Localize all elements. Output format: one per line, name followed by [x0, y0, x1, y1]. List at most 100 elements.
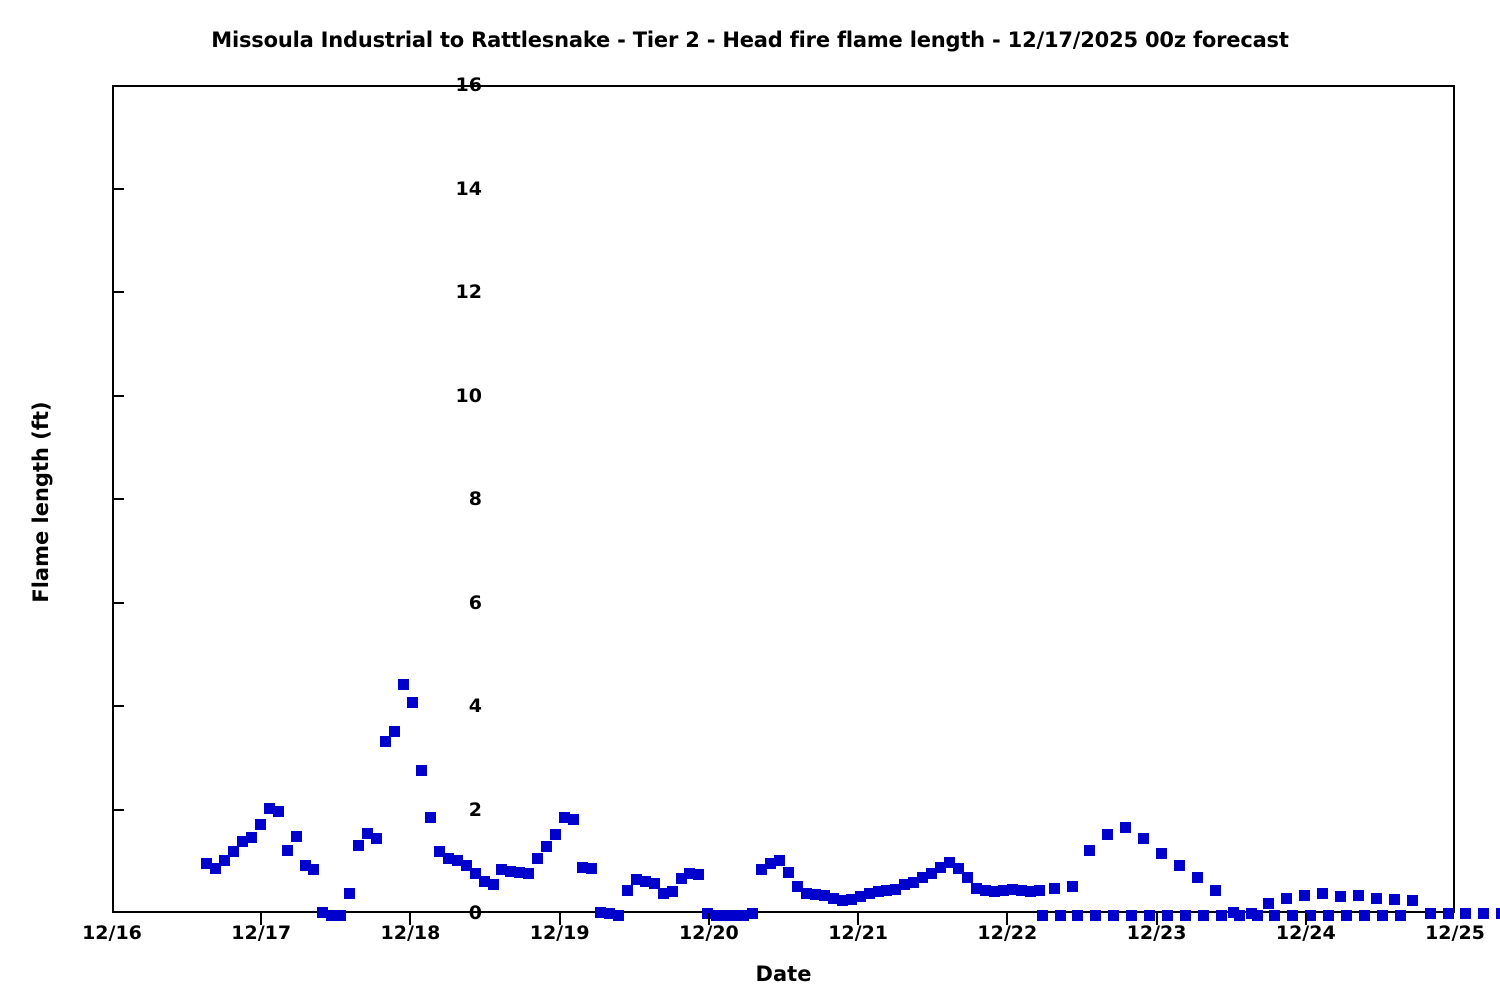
y-tick-mark: [112, 808, 124, 811]
data-point: [971, 882, 982, 894]
data-point: [550, 829, 562, 841]
x-tick-label: 12/20: [678, 922, 739, 944]
data-point: [460, 860, 472, 872]
data-point: [371, 832, 383, 844]
data-point: [917, 872, 929, 884]
data-point: [559, 812, 571, 824]
data-point: [944, 856, 956, 868]
data-point: [621, 884, 633, 896]
data-point: [1048, 882, 1060, 894]
data-point: [1066, 881, 1078, 893]
data-point: [684, 868, 696, 880]
data-point: [424, 812, 436, 824]
data-point: [1179, 909, 1191, 921]
data-point: [1394, 909, 1406, 921]
data-point: [612, 909, 624, 921]
data-point: [1191, 872, 1203, 884]
y-tick-label: 4: [468, 695, 482, 717]
data-point: [532, 852, 544, 864]
data-point: [988, 886, 1000, 898]
data-point: [308, 863, 320, 875]
data-point: [836, 895, 848, 906]
y-tick-label: 16: [455, 74, 482, 96]
data-point: [1162, 909, 1173, 921]
y-tick-mark: [112, 394, 124, 397]
data-point: [1305, 909, 1317, 921]
data-point: [236, 836, 248, 847]
x-tick-label: 12/21: [828, 922, 889, 944]
data-point: [272, 806, 284, 817]
data-point: [997, 884, 1009, 896]
data-point: [1251, 909, 1263, 921]
data-point: [1156, 848, 1168, 860]
plot-area: [112, 85, 1500, 921]
data-point: [1388, 893, 1400, 905]
data-point: [1460, 908, 1472, 920]
data-point: [344, 887, 356, 899]
y-tick-label: 10: [455, 384, 482, 407]
data-point: [765, 857, 777, 869]
data-point: [818, 889, 830, 901]
data-point: [791, 881, 803, 893]
data-point: [809, 888, 821, 900]
data-point: [586, 862, 597, 874]
y-tick-label: 8: [468, 488, 482, 510]
data-point: [630, 874, 642, 886]
data-point: [899, 879, 911, 891]
data-point: [290, 830, 302, 842]
data-point: [523, 868, 535, 880]
data-point: [1144, 909, 1156, 921]
data-point: [389, 725, 401, 737]
data-point: [872, 886, 884, 898]
data-point: [908, 877, 920, 889]
data-point: [496, 863, 508, 875]
x-tick-mark: [260, 913, 263, 925]
y-tick-mark: [112, 187, 124, 190]
data-point: [1269, 909, 1281, 921]
x-tick-mark: [1006, 913, 1009, 925]
data-point: [827, 892, 839, 904]
scatter-points-layer: [114, 87, 1500, 921]
data-point: [666, 886, 678, 898]
x-tick-label: 12/19: [529, 922, 590, 944]
data-point: [1341, 909, 1353, 921]
data-point: [397, 679, 409, 691]
data-point: [1335, 891, 1347, 903]
data-point: [451, 855, 463, 867]
x-tick-mark: [1155, 913, 1158, 925]
data-point: [756, 863, 768, 875]
data-point: [380, 736, 392, 748]
data-point: [747, 908, 759, 920]
data-point: [738, 909, 750, 921]
data-point: [1015, 884, 1027, 896]
data-point: [442, 852, 454, 864]
data-point: [487, 879, 499, 891]
data-point: [1006, 883, 1018, 895]
data-point: [603, 908, 615, 920]
x-tick-mark: [857, 913, 860, 925]
data-point: [1036, 909, 1048, 921]
data-point: [1126, 909, 1138, 921]
data-point: [218, 855, 230, 867]
data-point: [433, 846, 445, 858]
data-point: [845, 893, 857, 905]
y-tick-mark: [112, 291, 124, 293]
data-point: [1120, 821, 1132, 833]
data-point: [594, 906, 606, 918]
data-point: [657, 887, 669, 899]
data-point: [1478, 908, 1490, 920]
data-point: [675, 873, 687, 885]
y-tick-label: 14: [455, 177, 482, 200]
data-point: [693, 869, 705, 881]
data-point: [639, 875, 651, 887]
data-point: [1323, 909, 1335, 921]
y-tick-label: 6: [468, 591, 482, 614]
x-tick-label: 12/25: [1425, 922, 1485, 944]
data-point: [478, 875, 490, 887]
data-point: [245, 831, 257, 843]
data-point: [406, 697, 418, 709]
data-point: [1072, 909, 1084, 921]
data-point: [1197, 909, 1209, 921]
x-tick-label: 12/17: [231, 922, 292, 944]
